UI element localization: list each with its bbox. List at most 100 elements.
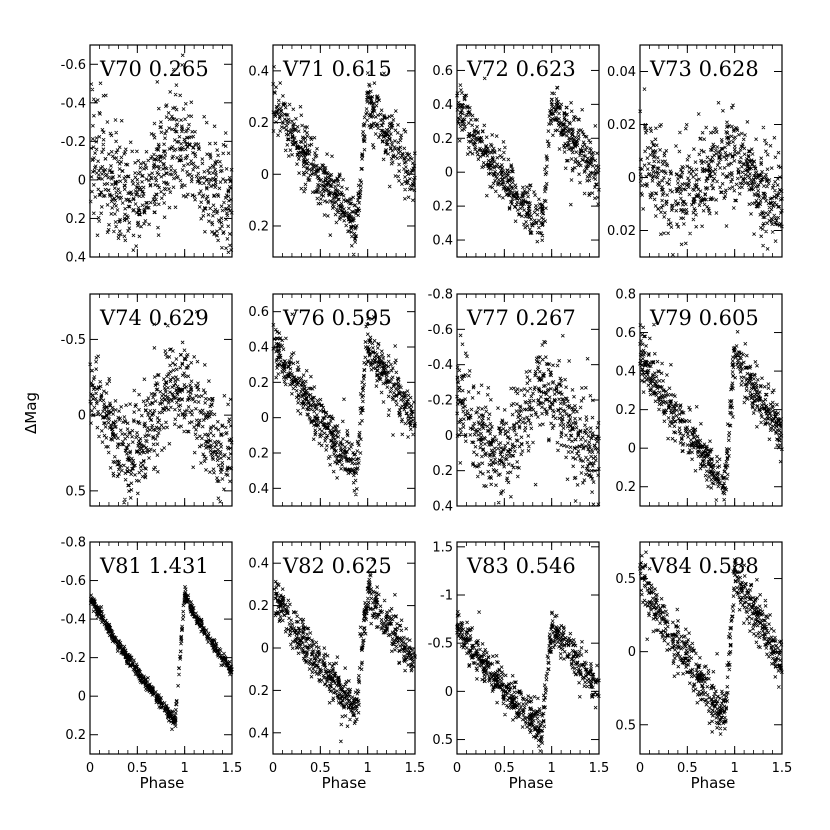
data-points (88, 585, 234, 732)
y-tick-label: 0 (261, 168, 269, 183)
y-tick-label: 0.02 (607, 118, 636, 133)
y-tick-label: 0 (78, 173, 86, 188)
y-tick-label: 0 (78, 409, 86, 424)
panel-label: V72 0.623 (466, 57, 576, 81)
x-axis-label-col4: Phase (691, 774, 736, 792)
panel-v73: V73 0.628 0.04 0.02 0 0.02 (607, 44, 784, 258)
plot-frame (272, 293, 416, 507)
y-tick-label: 0.2 (248, 376, 269, 391)
y-tick-label: 0.2 (432, 464, 453, 479)
y-tick-label: -0.2 (61, 651, 86, 666)
data-points (271, 312, 417, 497)
data-points (455, 609, 601, 753)
x-axis-label-col2: Phase (322, 774, 367, 792)
y-tick-label: 0 (78, 690, 86, 705)
y-tick-label: 0.2 (248, 447, 269, 462)
point-marks (455, 609, 601, 753)
y-tick-label: -0.4 (61, 613, 86, 628)
y-tick-label: 0.4 (432, 234, 453, 249)
y-tick-label: 0.2 (248, 116, 269, 131)
plot-frame (89, 293, 233, 507)
y-tick-label: 0.6 (248, 305, 269, 320)
panel-v76: V76 0.595 0.6 0.4 0.2 0 0.2 0.4 (248, 293, 417, 507)
panel-label: V70 0.265 (99, 57, 209, 81)
x-tick-label: 0 (453, 761, 461, 776)
y-tick-label: 0.4 (248, 482, 269, 497)
y-tick-label: 0.6 (615, 326, 636, 341)
data-points (638, 322, 784, 502)
panel-label: V74 0.629 (99, 306, 209, 330)
panel-v79: V79 0.605 0.8 0.6 0.4 0.2 0 0.2 (615, 288, 784, 507)
panel-label: V71 0.615 (282, 57, 392, 81)
y-tick-label: 0.4 (248, 64, 269, 79)
x-tick-label: 0 (86, 761, 94, 776)
y-tick-label: 0 (628, 645, 636, 660)
panel-label: V81 1.431 (99, 554, 209, 578)
panel-label: V73 0.628 (649, 57, 759, 81)
data-points (88, 53, 234, 255)
x-tick-label: 1.5 (222, 761, 243, 776)
x-tick-label: 0.5 (494, 761, 515, 776)
y-tick-label: -0.2 (428, 394, 453, 409)
y-tick-label: 0.4 (248, 557, 269, 572)
y-tick-label: 0.2 (615, 480, 636, 495)
y-tick-label: -0.8 (61, 536, 86, 551)
y-tick-label: 0 (628, 442, 636, 457)
panel-label: V76 0.595 (282, 306, 392, 330)
x-tick-label: 1 (364, 761, 372, 776)
y-tick-label: 0.2 (248, 219, 269, 234)
point-marks (88, 53, 234, 255)
y-tick-label: 0.4 (615, 365, 636, 380)
panel-label: V84 0.588 (649, 554, 759, 578)
y-tick-label: 0.02 (607, 224, 636, 239)
x-tick-label: 0 (636, 761, 644, 776)
panel-v72: V72 0.623 0.6 0.4 0.2 0 0.2 0.4 (432, 44, 601, 258)
plot-frame (639, 44, 783, 258)
panel-v77: V77 0.267 -0.8 -0.6 -0.4 -0.2 0 0.2 0.4 (428, 288, 601, 515)
panel-label: V79 0.605 (649, 306, 759, 330)
y-tick-label: -0.6 (428, 323, 453, 338)
data-points (272, 557, 417, 744)
point-marks (638, 550, 784, 736)
point-marks (455, 333, 601, 507)
y-tick-label: 0.04 (607, 65, 636, 80)
point-marks (455, 76, 601, 244)
y-tick-label: 0 (445, 166, 453, 181)
y-tick-label: -0.6 (61, 574, 86, 589)
x-tick-label: 0 (269, 761, 277, 776)
y-tick-label: 0.4 (432, 98, 453, 113)
plot-frame (89, 44, 233, 258)
x-tick-label: 0.5 (677, 761, 698, 776)
x-tick-label: 1.5 (589, 761, 610, 776)
point-marks (271, 64, 417, 257)
y-tick-label: -0.6 (61, 58, 86, 73)
y-tick-label: 0.5 (432, 733, 453, 748)
x-tick-label: 1.5 (405, 761, 426, 776)
y-tick-label: 0.2 (432, 200, 453, 215)
y-tick-label: 0.2 (432, 132, 453, 147)
panel-label: V77 0.267 (466, 306, 576, 330)
y-tick-label: 0 (445, 429, 453, 444)
y-tick-label: -0.4 (61, 96, 86, 111)
y-tick-label: 0.5 (65, 484, 86, 499)
data-points (455, 76, 601, 244)
x-tick-label: 1 (731, 761, 739, 776)
data-points (455, 333, 601, 507)
data-points (88, 309, 234, 505)
data-points (638, 87, 784, 257)
y-tick-label: 0 (261, 642, 269, 657)
point-marks (88, 309, 234, 505)
plot-frame (272, 44, 416, 258)
y-tick-label: 0.2 (65, 728, 86, 743)
y-axis-label: ΔMag (22, 392, 40, 434)
y-tick-label: 0.4 (65, 251, 86, 266)
y-tick-label: 0.2 (615, 403, 636, 418)
panel-label: V83 0.546 (466, 554, 576, 578)
data-points (271, 64, 417, 257)
y-tick-label: 0.2 (248, 599, 269, 614)
panel-v81: V81 1.431 0 0.5 1 1.5 -0.8 -0.6 -0.4 -0.2 0 0.2 (61, 536, 243, 777)
plot-frame (89, 541, 233, 755)
panel-label: V82 0.625 (282, 554, 392, 578)
point-marks (272, 557, 417, 744)
